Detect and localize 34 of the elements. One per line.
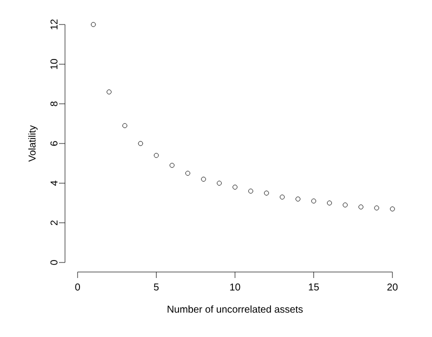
point	[358, 204, 364, 210]
y-tick-label: 6	[50, 141, 58, 146]
point	[185, 170, 190, 176]
point	[390, 206, 395, 212]
y-tick-label: 4	[50, 180, 58, 186]
y-axis-title: Volatility	[28, 125, 38, 162]
x-tick-label: 20	[387, 284, 398, 291]
point	[374, 206, 380, 210]
point	[296, 196, 300, 202]
point	[90, 22, 96, 27]
y-tick-label: 2	[50, 220, 58, 226]
point	[264, 190, 269, 196]
point	[216, 180, 222, 186]
x-tick-label: 10	[230, 284, 240, 291]
point	[122, 123, 128, 128]
point	[201, 176, 206, 182]
x-tick-label: 15	[308, 284, 319, 290]
point	[154, 152, 159, 158]
point	[170, 162, 174, 168]
y-tick-label: 12	[50, 19, 58, 30]
point	[280, 194, 285, 200]
x-tick-label: 5	[154, 284, 159, 290]
point	[248, 188, 254, 194]
y-tick-label: 10	[50, 59, 58, 69]
point	[232, 184, 238, 190]
point	[342, 202, 348, 208]
point	[138, 141, 143, 146]
point	[106, 89, 112, 94]
point	[327, 200, 332, 206]
x-axis-title: Number of uncorrelated assets	[168, 305, 303, 313]
x-tick-label: 0	[75, 284, 80, 291]
y-tick-label: 8	[50, 102, 58, 106]
y-tick-label: 0	[50, 260, 58, 265]
point	[311, 198, 316, 204]
